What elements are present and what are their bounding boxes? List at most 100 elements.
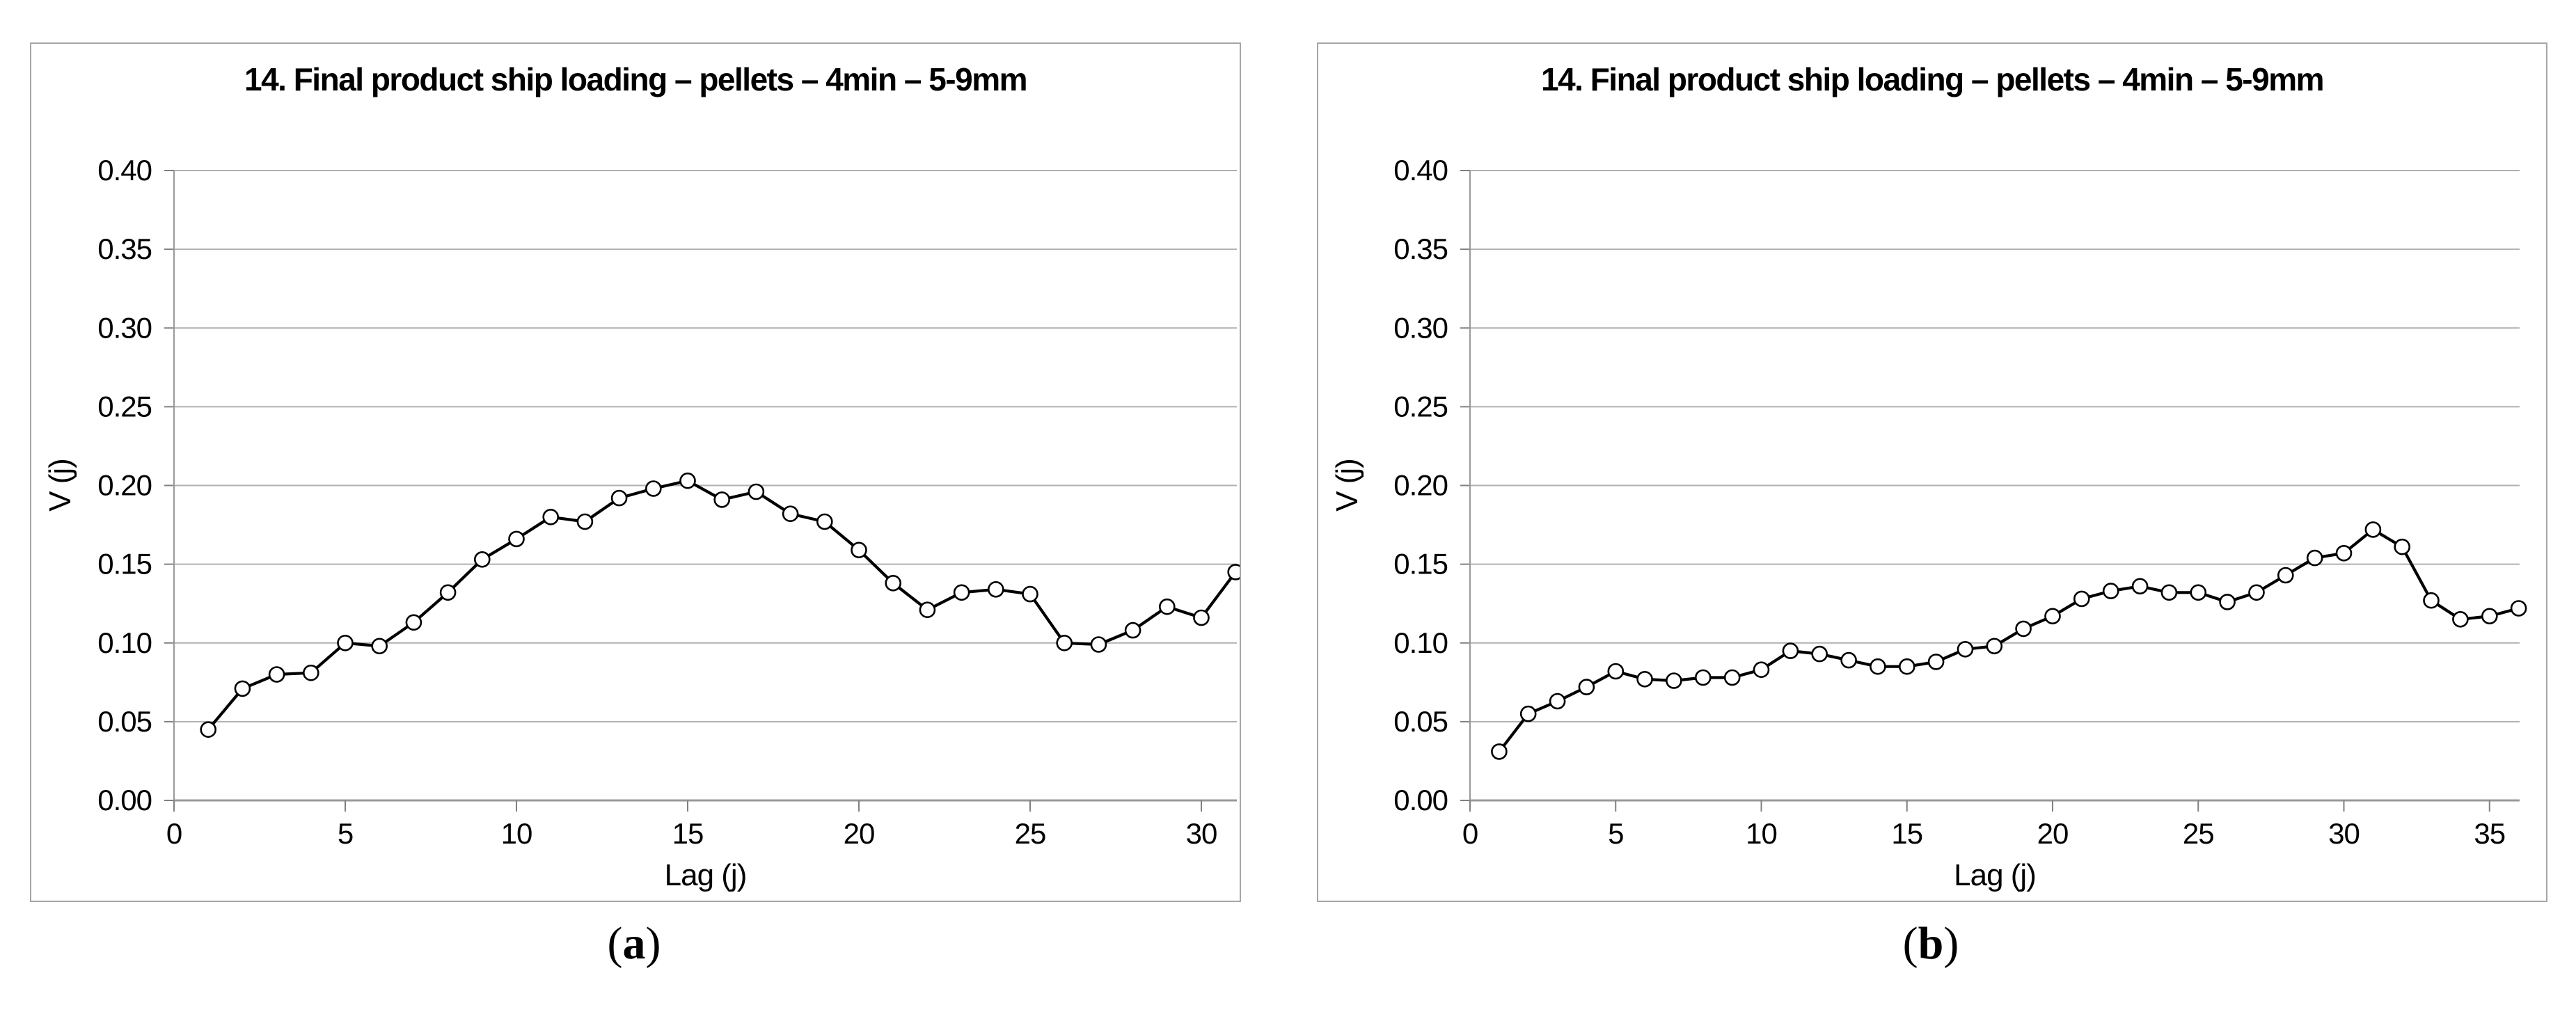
data-point-marker — [2102, 583, 2119, 599]
x-tick-label: 10 — [1746, 817, 1777, 850]
data-point-marker — [851, 541, 867, 559]
y-tick-label: 0.00 — [97, 784, 152, 816]
caption-letter: b — [1918, 918, 1944, 969]
y-tick-label: 0.35 — [97, 232, 152, 265]
data-point-marker — [816, 513, 833, 530]
x-tick-label: 5 — [1608, 817, 1623, 850]
caption-open-paren: ( — [1902, 918, 1918, 969]
y-tick-label: 0.05 — [97, 705, 152, 738]
y-tick-label: 0.30 — [97, 311, 152, 344]
data-point-marker — [645, 480, 662, 497]
data-point-marker — [1666, 672, 1682, 689]
y-tick-label: 0.35 — [1393, 232, 1448, 265]
y-tick-label: 0.15 — [1393, 548, 1448, 580]
data-point-marker — [2073, 590, 2090, 608]
data-point-marker — [1840, 651, 1857, 669]
data-point-marker — [2044, 608, 2061, 625]
y-tick-label: 0.20 — [1393, 469, 1448, 502]
caption-close-paren: ) — [645, 918, 661, 969]
x-tick-label: 0 — [1462, 817, 1478, 850]
data-point-marker — [782, 505, 799, 523]
y-tick-label: 0.00 — [1393, 784, 1448, 816]
data-point-marker — [2510, 600, 2527, 617]
data-point-marker — [2248, 584, 2265, 601]
data-point-marker — [405, 614, 422, 631]
data-point-marker — [1090, 636, 1107, 653]
data-point-marker — [919, 601, 936, 619]
series-line — [207, 479, 1238, 732]
y-tick-label: 0.25 — [97, 390, 152, 422]
data-point-marker — [200, 721, 216, 738]
data-point-marker — [1753, 661, 1770, 679]
data-point-marker — [2306, 549, 2323, 567]
x-tick-label: 10 — [501, 817, 532, 850]
data-point-marker — [371, 638, 388, 655]
data-point-marker — [1519, 705, 1537, 722]
x-tick-label: 30 — [1186, 817, 1217, 850]
chart-title-b: 14. Final product ship loading – pellets… — [1540, 61, 2325, 97]
y-tick-label: 0.25 — [1393, 390, 1448, 422]
caption-open-paren: ( — [607, 918, 623, 969]
data-point-marker — [1870, 658, 1886, 675]
x-axis-label: Lag (j) — [1954, 858, 2036, 892]
plot-area-a: 0.00 0.05 0.10 0.15 0.20 0.25 0.30 0.35 0.40 0 5 10… — [97, 154, 1240, 892]
data-point-marker — [1227, 564, 1240, 580]
x-tick-label: 35 — [2474, 817, 2505, 850]
data-point-marker — [1491, 743, 1508, 760]
data-point-marker — [1811, 645, 1828, 663]
series-line — [1497, 528, 2520, 754]
chart-panel-a: 14. Final product ship loading – pellets… — [30, 42, 1241, 902]
data-point-marker — [1193, 609, 1210, 626]
subfigure-caption-a: (a) — [30, 917, 1238, 994]
data-point-marker — [473, 551, 491, 568]
data-point-marker — [2423, 592, 2440, 609]
data-point-marker — [2190, 584, 2207, 601]
x-tick-label: 25 — [2183, 817, 2214, 850]
y-tick-label: 0.10 — [97, 626, 152, 659]
x-tick-label: 30 — [2328, 817, 2360, 850]
x-tick-label: 20 — [2037, 817, 2069, 850]
y-tick-label: 0.15 — [97, 548, 152, 580]
subfigure-caption-b: (b) — [1317, 917, 2545, 994]
data-point-marker — [1927, 654, 1945, 670]
y-tick-label: 0.40 — [97, 154, 152, 187]
data-point-marker — [2015, 620, 2032, 638]
x-axis-label: Lag (j) — [665, 858, 747, 892]
data-point-marker — [268, 666, 285, 683]
data-point-marker — [234, 680, 251, 697]
data-point-marker — [1723, 669, 1741, 686]
data-point-marker — [2481, 608, 2498, 625]
data-point-marker — [1549, 693, 1566, 710]
x-tick-label: 15 — [672, 817, 704, 850]
x-tick-label: 0 — [166, 817, 182, 850]
data-point-marker — [1022, 585, 1038, 603]
y-tick-label: 0.05 — [1393, 705, 1448, 738]
chart-panel-b: 14. Final product ship loading – pellets… — [1317, 42, 2547, 902]
data-point-marker — [1607, 663, 1625, 680]
data-point-marker — [2131, 578, 2149, 595]
data-point-marker — [302, 664, 319, 681]
data-point-marker — [1578, 679, 1595, 695]
chart-title-a: 14. Final product ship loading – pellets… — [244, 61, 1028, 97]
data-point-marker — [1957, 640, 1974, 658]
x-tick-label: 15 — [1891, 817, 1922, 850]
data-point-marker — [1986, 638, 2003, 655]
data-point-marker — [610, 489, 628, 507]
x-tick-label: 5 — [338, 817, 353, 850]
data-point-marker — [2219, 594, 2236, 610]
y-tick-label: 0.10 — [1393, 626, 1448, 659]
data-point-marker — [1782, 642, 1799, 659]
x-tick-label: 25 — [1015, 817, 1046, 850]
data-point-marker — [2364, 521, 2382, 538]
data-point-marker — [1636, 670, 1653, 688]
plot-area-b: 0.00 0.05 0.10 0.15 0.20 0.25 0.30 0.35 0.40 0 5 10… — [1393, 154, 2527, 892]
caption-letter: a — [622, 918, 646, 969]
data-point-marker — [713, 491, 731, 508]
data-point-marker — [679, 472, 696, 489]
data-point-marker — [1124, 622, 1141, 639]
data-point-marker — [2335, 544, 2353, 562]
x-tick-label: 20 — [844, 817, 875, 850]
data-point-marker — [439, 584, 457, 601]
caption-close-paren: ) — [1943, 918, 1959, 969]
